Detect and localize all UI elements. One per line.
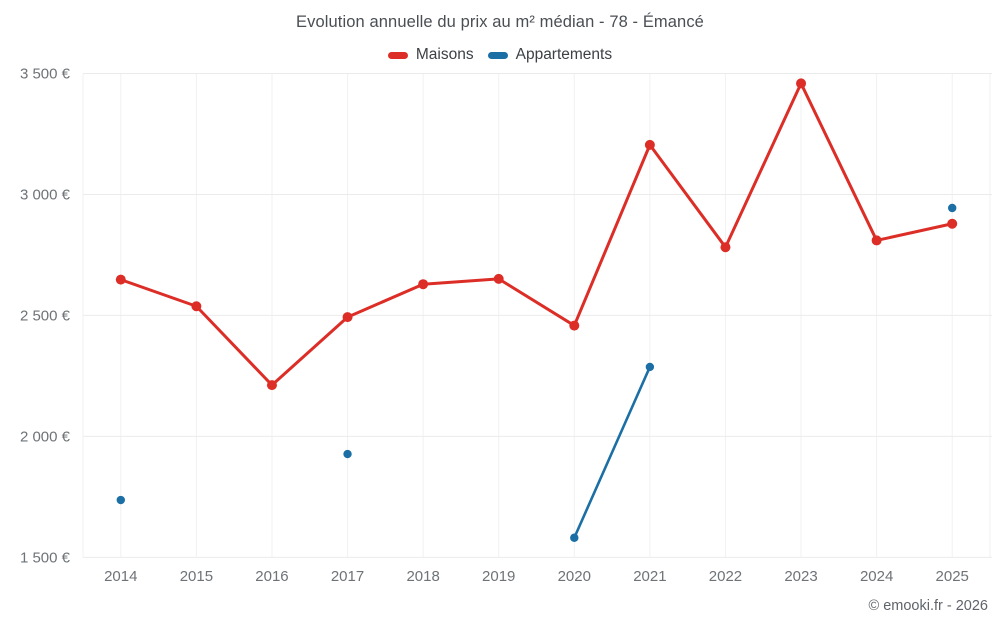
y-axis-tick-label: 3 500 € bbox=[20, 66, 71, 83]
x-axis-tick-label: 2023 bbox=[784, 568, 817, 585]
y-axis-tick-label: 3 000 € bbox=[20, 186, 71, 203]
chart-legend: Maisons Appartements bbox=[0, 46, 1000, 64]
x-axis-tick-label: 2024 bbox=[860, 568, 893, 585]
x-axis-tick-label: 2017 bbox=[331, 568, 364, 585]
legend-item-appartements[interactable]: Appartements bbox=[487, 46, 613, 64]
data-point-appartements-2020[interactable] bbox=[570, 533, 579, 542]
series-line-appartements bbox=[572, 365, 652, 540]
x-axis-tick-label: 2018 bbox=[406, 568, 439, 585]
data-point-maisons-2017[interactable] bbox=[342, 312, 353, 323]
x-axis-tick-label: 2021 bbox=[633, 568, 666, 585]
data-point-maisons-2020[interactable] bbox=[569, 320, 580, 331]
x-axis-tick-label: 2015 bbox=[180, 568, 213, 585]
legend-item-maisons[interactable]: Maisons bbox=[387, 46, 474, 64]
data-point-maisons-2023[interactable] bbox=[796, 78, 807, 89]
data-point-appartements-2021[interactable] bbox=[645, 362, 655, 372]
x-axis-tick-label: 2019 bbox=[482, 568, 515, 585]
x-axis-tick-label: 2014 bbox=[104, 568, 137, 585]
data-point-maisons-2016[interactable] bbox=[266, 380, 277, 391]
copyright-text: © emooki.fr - 2026 bbox=[868, 598, 988, 614]
data-point-appartements-2014[interactable] bbox=[116, 495, 125, 505]
x-axis-tick-label: 2022 bbox=[709, 568, 742, 585]
x-axis-tick-label: 2025 bbox=[936, 568, 969, 585]
data-point-maisons-2021[interactable] bbox=[644, 139, 655, 150]
appartements-series-swatch-icon bbox=[487, 51, 508, 59]
x-axis-tick-label: 2020 bbox=[558, 568, 591, 585]
legend-label-maisons: Maisons bbox=[415, 46, 474, 63]
chart-title: Evolution annuelle du prix au m² médian … bbox=[296, 13, 704, 31]
data-point-maisons-2019[interactable] bbox=[493, 273, 504, 284]
data-point-maisons-2022[interactable] bbox=[720, 242, 731, 253]
y-axis-tick-label: 2 500 € bbox=[20, 307, 71, 324]
x-axis-tick-label: 2016 bbox=[255, 568, 288, 585]
legend-label-appartements: Appartements bbox=[515, 46, 613, 63]
data-point-maisons-2018[interactable] bbox=[418, 279, 429, 290]
data-point-maisons-2025[interactable] bbox=[947, 218, 958, 229]
data-point-appartements-2025[interactable] bbox=[948, 203, 957, 213]
maisons-series-swatch-icon bbox=[387, 51, 408, 59]
data-point-maisons-2014[interactable] bbox=[115, 274, 126, 285]
y-axis-tick-label: 1 500 € bbox=[20, 549, 71, 566]
series-line-maisons bbox=[119, 81, 954, 387]
data-point-maisons-2024[interactable] bbox=[871, 235, 882, 246]
data-point-appartements-2017[interactable] bbox=[343, 449, 352, 459]
data-point-maisons-2015[interactable] bbox=[191, 301, 202, 312]
y-axis-tick-label: 2 000 € bbox=[20, 428, 71, 445]
